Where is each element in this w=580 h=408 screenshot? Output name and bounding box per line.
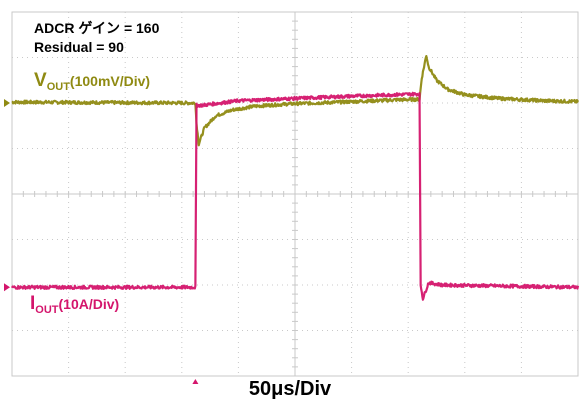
- annotation-residual: Residual = 90: [34, 39, 124, 55]
- trace-vout: [11, 54, 580, 147]
- x-axis-label: 50μs/Div: [248, 378, 332, 400]
- annotation-adcr-gain: ADCR ゲイン = 160: [34, 20, 160, 36]
- legend-vout-scale: (100mV/Div): [69, 73, 151, 89]
- ground-marker-vout: [4, 99, 10, 107]
- legend-iout-sub: OUT: [35, 304, 59, 316]
- trigger-marker: [192, 379, 199, 384]
- legend-vout-main: V: [34, 70, 47, 91]
- legend-iout-scale: (10A/Div): [58, 296, 120, 312]
- legend-vout-sub: OUT: [46, 81, 70, 93]
- legend-iout-main: I: [30, 293, 36, 314]
- legend-iout: IOUT(10A/Div): [30, 293, 119, 316]
- ground-marker-iout: [4, 283, 10, 292]
- legend-vout: VOUT(100mV/Div): [34, 70, 150, 93]
- trace-iout: [11, 91, 580, 301]
